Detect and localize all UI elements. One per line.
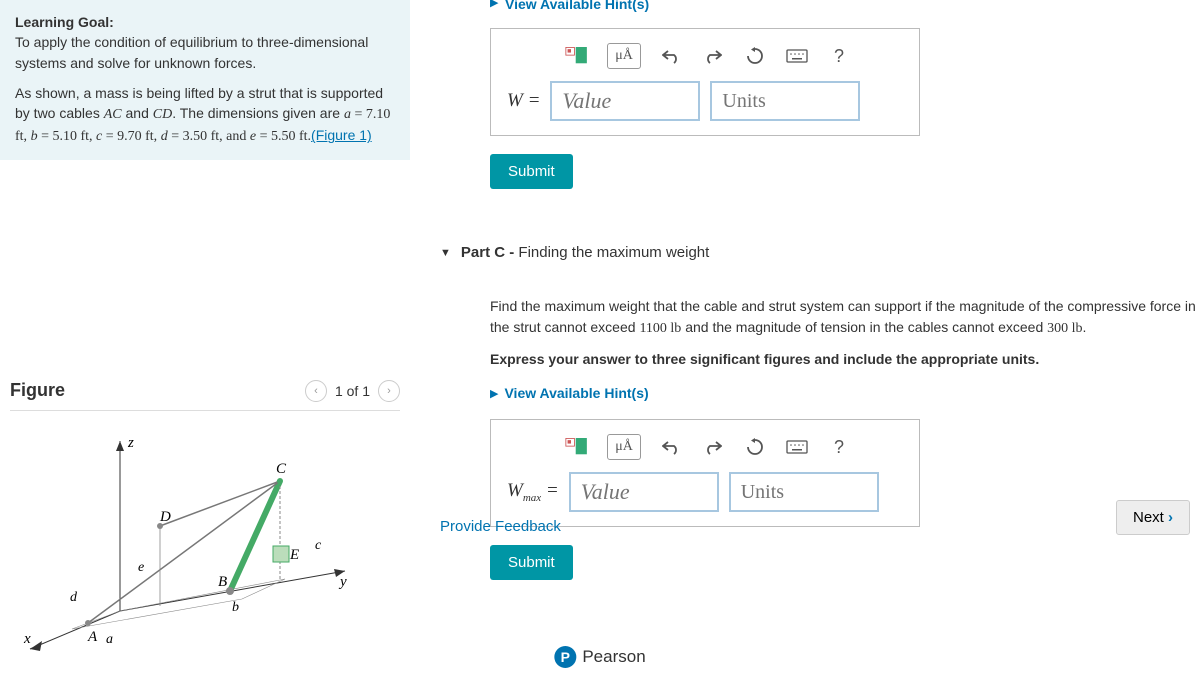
pearson-brand: P Pearson xyxy=(554,646,645,668)
svg-text:D: D xyxy=(159,509,171,525)
view-hints-row-c[interactable]: ▶ View Available Hint(s) xyxy=(490,385,1200,401)
goal-text-2: As shown, a mass is being lifted by a st… xyxy=(15,83,395,148)
keyboard-icon[interactable] xyxy=(785,44,809,68)
units-input-c[interactable] xyxy=(729,472,879,512)
divider xyxy=(10,410,400,411)
svg-text:x: x xyxy=(23,631,31,647)
answer-box-c: μÅ ? Wmax = xyxy=(490,419,920,527)
input-row-b: W = xyxy=(507,81,903,121)
svg-text:z: z xyxy=(127,435,134,451)
learning-goal-box: Learning Goal: To apply the condition of… xyxy=(0,0,410,160)
goal-text-1: To apply the condition of equilibrium to… xyxy=(15,32,395,73)
caret-down-icon: ▼ xyxy=(440,247,451,259)
part-c-instruction: Express your answer to three significant… xyxy=(490,351,1200,367)
undo-icon[interactable] xyxy=(659,44,683,68)
figure-title: Figure xyxy=(10,380,65,401)
answer-box-b: μÅ ? W = xyxy=(490,28,920,136)
svg-text:b: b xyxy=(232,600,239,615)
svg-text:E: E xyxy=(289,547,299,563)
value-input-b[interactable] xyxy=(550,81,700,121)
caret-right-icon: ▶ xyxy=(490,387,498,400)
figure-pager-text: 1 of 1 xyxy=(335,383,370,399)
toolbar-c: μÅ ? xyxy=(565,434,903,460)
templates-icon[interactable] xyxy=(565,435,589,459)
value-input-c[interactable] xyxy=(569,472,719,512)
next-button[interactable]: Next › xyxy=(1116,500,1190,535)
redo-icon[interactable] xyxy=(701,435,725,459)
units-input-b[interactable] xyxy=(710,81,860,121)
toolbar-b: μÅ ? xyxy=(565,43,903,69)
submit-button-c[interactable]: Submit xyxy=(490,545,573,580)
pearson-logo-icon: P xyxy=(554,646,576,668)
figure-next-button[interactable]: › xyxy=(378,380,400,402)
figure-diagram: z y x E xyxy=(10,431,400,664)
part-c-header[interactable]: ▼ Part C - Finding the maximum weight xyxy=(440,244,1200,261)
reset-icon[interactable] xyxy=(743,435,767,459)
part-c-question: Find the maximum weight that the cable a… xyxy=(490,296,1200,339)
figure-header: Figure ‹ 1 of 1 › xyxy=(0,380,410,402)
pearson-text: Pearson xyxy=(582,647,645,667)
reset-icon[interactable] xyxy=(743,44,767,68)
special-chars-button[interactable]: μÅ xyxy=(607,43,641,69)
var-label-c: Wmax = xyxy=(507,480,559,504)
caret-right-icon: ▶ xyxy=(490,0,498,9)
figure-link[interactable]: (Figure 1) xyxy=(311,127,372,143)
goal-label: Learning Goal: xyxy=(15,12,395,32)
svg-text:e: e xyxy=(138,560,144,575)
var-label-b: W = xyxy=(507,90,540,112)
figure-prev-button[interactable]: ‹ xyxy=(305,380,327,402)
keyboard-icon[interactable] xyxy=(785,435,809,459)
input-row-c: Wmax = xyxy=(507,472,903,512)
svg-text:A: A xyxy=(87,629,98,645)
help-icon[interactable]: ? xyxy=(827,435,851,459)
svg-text:C: C xyxy=(276,461,287,477)
help-icon[interactable]: ? xyxy=(827,44,851,68)
provide-feedback-link[interactable]: Provide Feedback xyxy=(440,518,561,535)
submit-button-b[interactable]: Submit xyxy=(490,154,573,189)
svg-text:y: y xyxy=(338,574,347,590)
redo-icon[interactable] xyxy=(701,44,725,68)
special-chars-button[interactable]: μÅ xyxy=(607,434,641,460)
templates-icon[interactable] xyxy=(565,44,589,68)
svg-text:B: B xyxy=(218,574,227,590)
view-hints-link-c: View Available Hint(s) xyxy=(504,385,648,401)
svg-text:d: d xyxy=(70,590,78,605)
view-hints-link-b[interactable]: View Available Hint(s) xyxy=(505,0,649,12)
svg-text:a: a xyxy=(106,632,113,647)
figure-pager: ‹ 1 of 1 › xyxy=(305,380,400,402)
undo-icon[interactable] xyxy=(659,435,683,459)
svg-text:c: c xyxy=(315,538,322,553)
